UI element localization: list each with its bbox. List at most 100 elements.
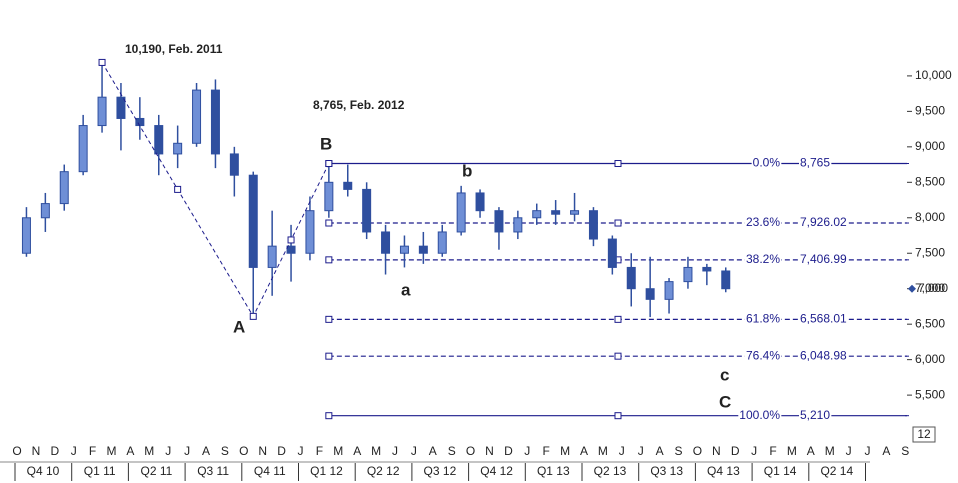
label-bg xyxy=(799,155,832,170)
candle-body xyxy=(437,231,447,254)
quarter-label: Q1 11 xyxy=(84,464,116,478)
y-tick-label: 9,000 xyxy=(915,139,945,153)
label-bg xyxy=(799,348,849,363)
x-tick-label: A xyxy=(580,444,588,458)
fib-level-label: 38.2% xyxy=(746,252,780,266)
candle-body xyxy=(362,188,372,233)
x-tick-label: S xyxy=(221,444,229,458)
label-bg xyxy=(744,215,782,230)
fib-value-label: 7,406.99 xyxy=(800,252,847,266)
fib-level-label: 23.6% xyxy=(746,215,780,229)
y-tick-label: 10,000 xyxy=(915,68,952,82)
x-tick-label: A xyxy=(202,444,210,458)
fib-level-label: 100.0% xyxy=(739,408,780,422)
scale-box xyxy=(912,426,936,443)
high-annotation: 8,765, Feb. 2012 xyxy=(313,98,405,112)
candle-body xyxy=(645,288,655,300)
quarter-label: Q2 12 xyxy=(367,464,400,478)
x-tick-label: M xyxy=(787,444,797,458)
x-tick-label: J xyxy=(638,444,644,458)
x-tick-label: F xyxy=(543,444,550,458)
x-tick-label: N xyxy=(485,444,494,458)
x-tick-label: M xyxy=(825,444,835,458)
quarter-label: Q1 14 xyxy=(764,464,797,478)
x-tick-label: N xyxy=(32,444,41,458)
x-tick-label: S xyxy=(901,444,909,458)
candle-body xyxy=(210,89,220,155)
candle-body xyxy=(381,231,391,254)
x-tick-label: A xyxy=(353,444,361,458)
x-tick-label: D xyxy=(504,444,513,458)
candle-body xyxy=(343,181,353,190)
fib-handle xyxy=(325,352,333,360)
x-tick-label: A xyxy=(429,444,437,458)
candle-body xyxy=(418,245,428,254)
y-tick-label: 8,000 xyxy=(915,210,945,224)
label-bg xyxy=(744,252,782,267)
x-tick-label: M xyxy=(371,444,381,458)
x-tick-label: J xyxy=(865,444,871,458)
last-price-marker xyxy=(908,284,916,293)
last-price-label: 7,000 xyxy=(918,281,948,295)
scale-box-label: 12 xyxy=(917,427,931,441)
x-tick-label: M xyxy=(560,444,570,458)
wave-label: B xyxy=(320,134,332,153)
candle-body xyxy=(607,238,617,268)
x-tick-label: J xyxy=(846,444,852,458)
candle-body xyxy=(248,174,258,268)
candle-body xyxy=(702,266,712,272)
quarter-label: Q3 12 xyxy=(424,464,457,478)
x-tick-label: J xyxy=(298,444,304,458)
wave-handle xyxy=(325,160,333,168)
candle-body xyxy=(532,210,542,219)
x-tick-label: F xyxy=(769,444,776,458)
fib-value-label: 8,765 xyxy=(800,156,830,170)
x-tick-label: A xyxy=(126,444,134,458)
fib-value-label: 6,048.98 xyxy=(800,348,847,362)
fib-handle xyxy=(614,352,622,360)
x-tick-label: J xyxy=(184,444,190,458)
candle-body xyxy=(551,210,561,215)
x-tick-label: D xyxy=(731,444,740,458)
label-bg xyxy=(799,215,849,230)
label-bg xyxy=(744,348,782,363)
fib-handle xyxy=(614,219,622,227)
candle-body xyxy=(154,125,164,155)
label-bg xyxy=(799,311,849,326)
fib-handle xyxy=(614,315,622,323)
label-bg xyxy=(799,252,849,267)
x-tick-label: M xyxy=(333,444,343,458)
candle-body xyxy=(664,281,674,300)
x-tick-label: O xyxy=(693,444,702,458)
candle-body xyxy=(59,171,69,205)
quarter-label: Q1 12 xyxy=(310,464,343,478)
x-tick-label: J xyxy=(524,444,530,458)
candle-body xyxy=(399,245,409,254)
x-tick-label: A xyxy=(807,444,815,458)
candle-body xyxy=(97,96,107,127)
x-tick-label: S xyxy=(448,444,456,458)
fib-level-label: 76.4% xyxy=(746,348,780,362)
wave-label: a xyxy=(401,280,411,299)
candle-body xyxy=(173,142,183,155)
fib-handle xyxy=(325,315,333,323)
quarter-label: Q2 11 xyxy=(140,464,172,478)
candle-body xyxy=(588,210,598,240)
x-tick-label: O xyxy=(239,444,248,458)
candle-body xyxy=(683,266,693,283)
candle-body xyxy=(192,89,202,144)
x-tick-label: J xyxy=(71,444,77,458)
x-tick-label: M xyxy=(107,444,117,458)
x-tick-label: N xyxy=(258,444,267,458)
x-tick-label: F xyxy=(316,444,323,458)
candle-body xyxy=(116,96,126,119)
candle-body xyxy=(456,192,466,233)
wave-label: c xyxy=(720,365,729,384)
x-tick-label: J xyxy=(411,444,417,458)
x-tick-label: D xyxy=(50,444,59,458)
y-tick-label: 8,500 xyxy=(915,174,945,188)
wave-label: b xyxy=(462,161,472,180)
x-tick-label: M xyxy=(598,444,608,458)
candle-body xyxy=(267,245,277,268)
